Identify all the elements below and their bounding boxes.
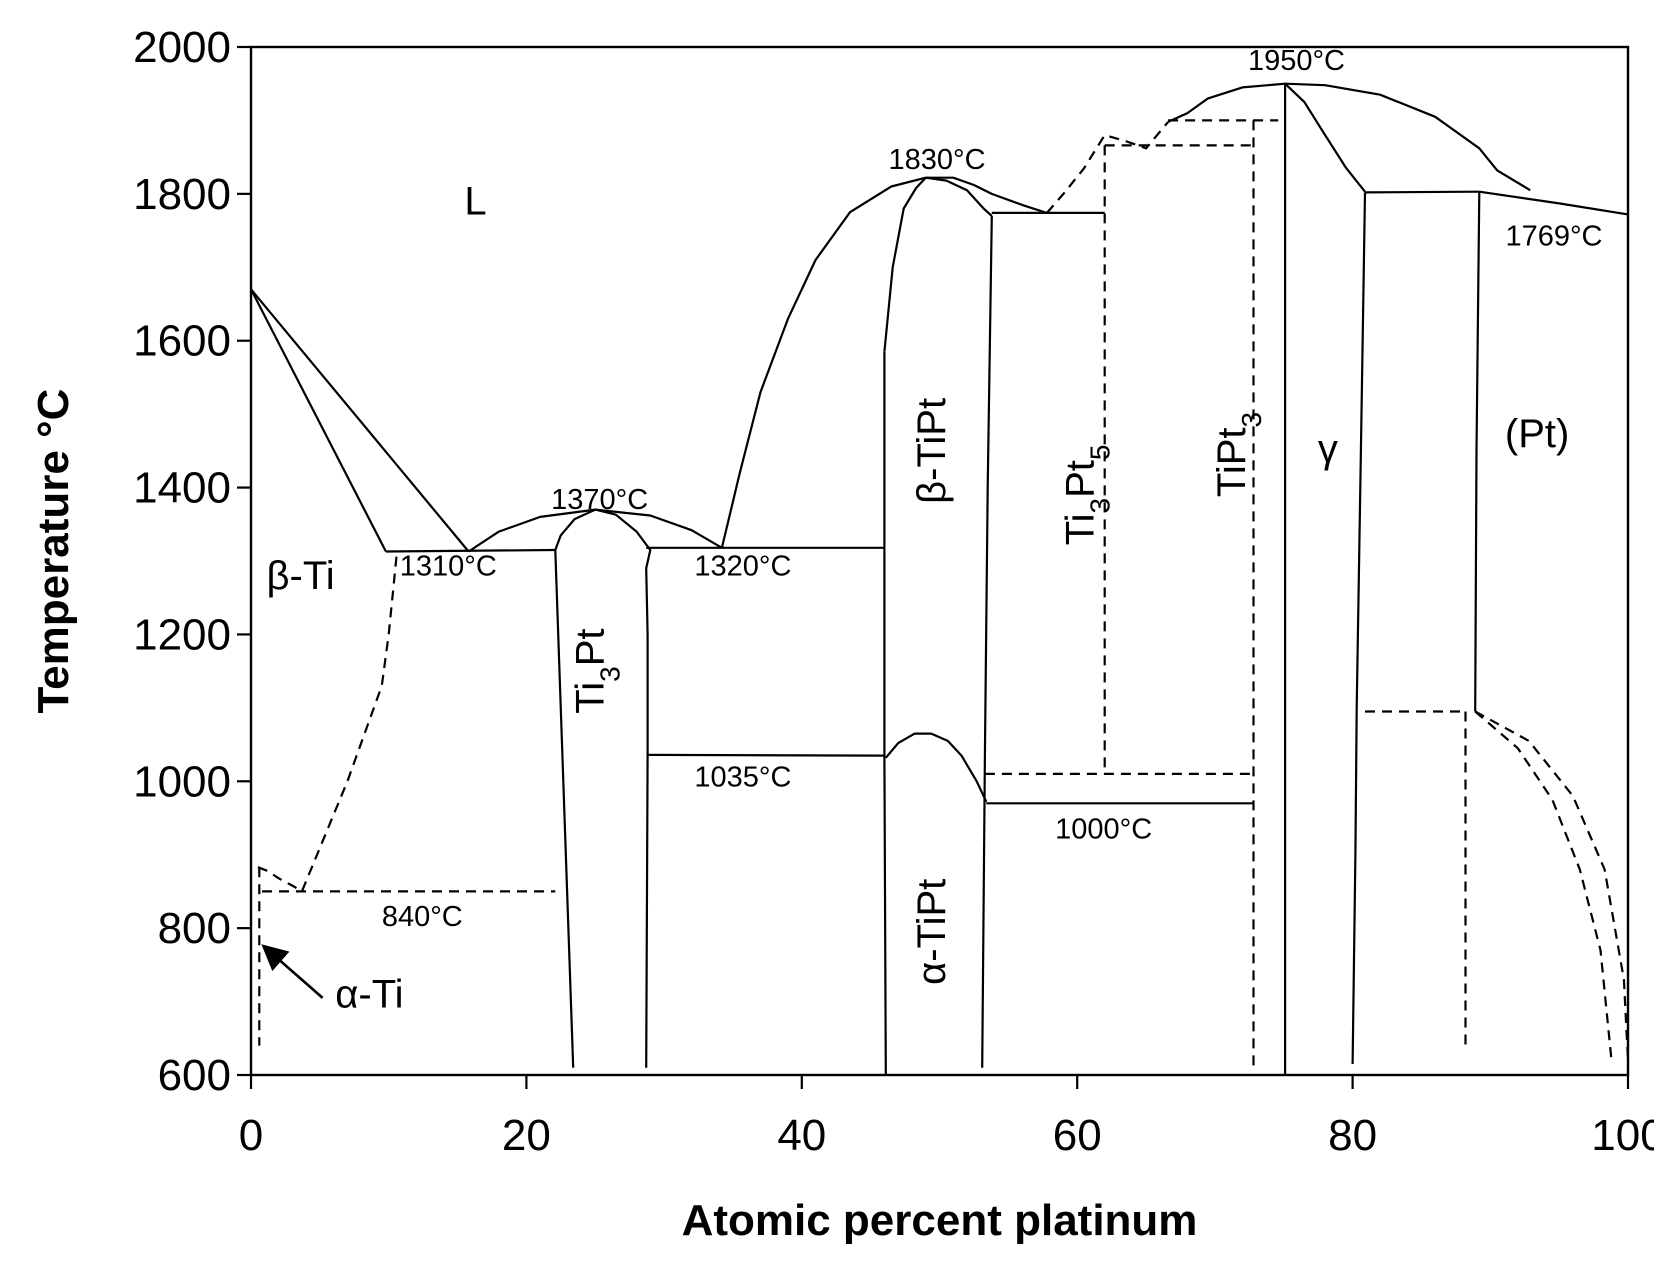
- x-tick-label: 60: [1053, 1111, 1102, 1160]
- phase-boundary-solid: [1351, 192, 1367, 1065]
- y-tick-label: 1200: [133, 610, 231, 659]
- phase-label-L: L: [464, 179, 486, 223]
- phase-label-beta-ti: β-Ti: [266, 554, 334, 598]
- temperature-labels: 1310°C 1370°C 1320°C 1830°C 1950°C 1769°C 1035…: [382, 45, 1603, 933]
- y-tick-label: 800: [158, 904, 231, 953]
- phase-label-pt: (Pt): [1505, 412, 1569, 456]
- temperature-label: 1000°C: [1055, 814, 1152, 846]
- phase-boundary-solid: [1479, 190, 1629, 216]
- x-axis-title: Atomic percent platinum: [682, 1196, 1198, 1245]
- phase-boundary-dashed: [1046, 121, 1169, 214]
- temperature-label: 1320°C: [694, 551, 791, 583]
- temperature-label: 1035°C: [694, 761, 791, 793]
- temperature-label: 1830°C: [889, 144, 986, 176]
- alpha-ti-arrow: [261, 944, 324, 999]
- temperature-label: 1950°C: [1248, 45, 1345, 77]
- temperature-label: 1769°C: [1505, 220, 1602, 252]
- y-tick-label: 1000: [133, 757, 231, 806]
- x-tick-label: 80: [1328, 1111, 1377, 1160]
- phase-boundary-solid: [250, 288, 470, 553]
- y-tick-label: 1400: [133, 464, 231, 513]
- phase-label-gamma: γ: [1318, 427, 1338, 471]
- y-tick-label: 1600: [133, 317, 231, 366]
- phase-label-alpha-tipt: α-TiPt: [910, 879, 954, 985]
- x-tick-label: 20: [502, 1111, 551, 1160]
- phase-label-ti3pt5: Ti3Pt5: [1059, 445, 1116, 546]
- phase-boundary-solid: [250, 288, 387, 553]
- x-tick-label: 40: [777, 1111, 826, 1160]
- y-tick-label: 2000: [133, 23, 231, 72]
- phase-boundary-solid: [554, 549, 575, 1068]
- phase-boundary-solid: [1284, 82, 1366, 193]
- phase-label-alpha-ti: α-Ti: [335, 972, 403, 1016]
- phase-boundary-solid: [1167, 82, 1531, 192]
- phase-boundaries: [250, 82, 1630, 1076]
- phase-label-ti3pt: Ti3Pt: [569, 628, 626, 713]
- phase-label-beta-tipt: β-TiPt: [910, 398, 954, 504]
- phase-boundary-solid: [554, 508, 652, 1068]
- phase-boundary-dashed: [257, 551, 399, 894]
- phase-boundary-solid: [467, 508, 723, 553]
- temperature-label: 1310°C: [400, 551, 497, 583]
- x-tick-label: 100: [1591, 1111, 1654, 1160]
- y-axis-title: Temperature °C: [29, 389, 78, 714]
- plot-frame: [249, 45, 1630, 1077]
- temperature-label: 1370°C: [551, 484, 648, 516]
- phase-boundary-solid: [720, 176, 1048, 549]
- phase-labels: Lβ-Ti α-Ti Ti3Pt β-TiPt α-TiPt Ti3Pt5 TiPt3 γ (P…: [266, 179, 1569, 1016]
- phase-boundary-solid: [884, 732, 988, 803]
- phase-boundary-solid: [1364, 190, 1480, 194]
- temperature-label: 840°C: [382, 901, 463, 933]
- axes: 600 800 1000 1200 1400 1600 1800 2000 0 20 40 60 80 1…: [133, 23, 1654, 1160]
- y-tick-label: 600: [158, 1051, 231, 1100]
- phase-boundary-solid: [883, 351, 887, 1076]
- phase-boundary-solid: [883, 176, 927, 352]
- phase-boundary-dashed: [1474, 710, 1613, 1061]
- phase-boundary-dashed: [1474, 710, 1630, 1061]
- phase-boundary-solid: [981, 215, 993, 1068]
- phase-boundary-solid: [925, 176, 993, 217]
- phase-boundary-solid: [647, 753, 885, 757]
- phase-boundary-solid: [1474, 191, 1481, 712]
- x-tick-label: 0: [239, 1111, 263, 1160]
- phase-label-tipt3: TiPt3: [1210, 412, 1267, 497]
- y-tick-label: 1800: [133, 170, 231, 219]
